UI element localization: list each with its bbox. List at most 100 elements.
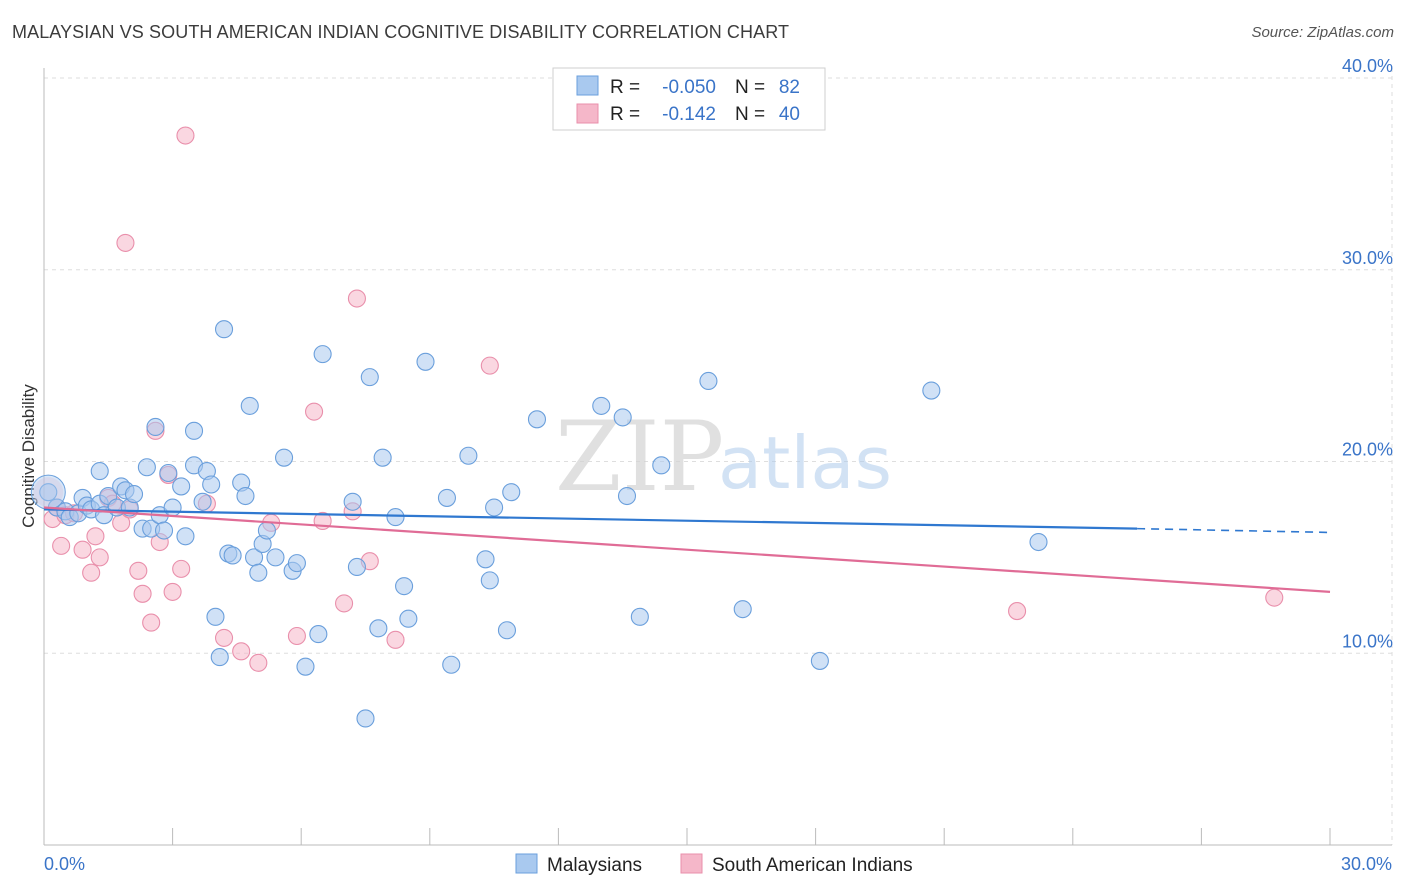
data-point bbox=[133, 584, 152, 603]
data-point bbox=[360, 368, 379, 387]
data-point bbox=[154, 521, 174, 540]
data-point bbox=[193, 492, 212, 511]
data-point bbox=[266, 548, 285, 567]
data-point bbox=[163, 498, 182, 517]
data-point bbox=[309, 625, 328, 644]
legend-r-label-1: R = bbox=[610, 77, 640, 98]
data-point bbox=[347, 557, 366, 577]
data-point bbox=[459, 446, 478, 465]
data-point bbox=[476, 550, 495, 569]
bottom-legend: Malaysians South American Indians bbox=[515, 853, 913, 876]
data-point bbox=[86, 527, 105, 546]
data-point bbox=[172, 559, 191, 578]
data-point bbox=[176, 126, 195, 145]
legend-n-value-1: 82 bbox=[779, 77, 800, 98]
legend-n-label-1: N = bbox=[735, 77, 765, 98]
x-tick-label-min: 0.0% bbox=[44, 854, 85, 874]
data-point bbox=[437, 488, 456, 507]
y-tick-label: 10.0% bbox=[1342, 631, 1393, 651]
data-point bbox=[335, 594, 354, 613]
data-point bbox=[373, 448, 392, 467]
data-point bbox=[386, 630, 405, 649]
trend-line-malaysians-extension bbox=[1137, 527, 1331, 534]
data-point bbox=[275, 448, 294, 467]
x-tick-label-max: 30.0% bbox=[1341, 854, 1392, 874]
data-point bbox=[116, 233, 135, 252]
data-point bbox=[232, 642, 251, 661]
data-point bbox=[52, 536, 71, 555]
data-point bbox=[159, 463, 178, 483]
bottom-legend-swatch-malaysians bbox=[515, 853, 538, 874]
data-point bbox=[416, 352, 435, 371]
legend-n-value-2: 40 bbox=[779, 104, 800, 125]
data-point bbox=[617, 486, 637, 506]
data-point bbox=[90, 462, 109, 481]
series-malaysians bbox=[30, 320, 1048, 728]
data-point-large bbox=[30, 474, 66, 510]
data-point bbox=[129, 561, 148, 580]
bottom-legend-malaysians: Malaysians bbox=[547, 855, 642, 876]
data-point bbox=[356, 709, 375, 728]
data-point bbox=[214, 320, 234, 339]
data-point bbox=[124, 485, 144, 504]
legend: R = -0.050 N = 82 R = -0.142 N = 40 bbox=[552, 67, 826, 131]
data-point bbox=[163, 582, 182, 601]
data-point bbox=[497, 621, 517, 640]
legend-swatch-blue bbox=[576, 75, 599, 96]
data-point bbox=[305, 402, 324, 421]
legend-r-value-1: -0.050 bbox=[662, 77, 716, 98]
trend-line-south-american-indians bbox=[43, 506, 1331, 593]
data-point bbox=[480, 356, 499, 375]
data-point bbox=[399, 609, 418, 628]
data-point bbox=[527, 410, 547, 429]
data-point bbox=[287, 626, 306, 646]
data-point bbox=[1265, 588, 1284, 607]
data-point bbox=[630, 607, 649, 626]
data-point bbox=[214, 628, 234, 647]
data-point bbox=[369, 619, 388, 638]
data-point bbox=[810, 651, 829, 670]
data-point bbox=[1008, 602, 1027, 621]
chart-title: MALAYSIAN VS SOUTH AMERICAN INDIAN COGNI… bbox=[12, 22, 790, 42]
data-point bbox=[480, 571, 499, 590]
data-point bbox=[223, 546, 242, 565]
legend-r-label-2: R = bbox=[610, 104, 640, 125]
y-tick-label: 20.0% bbox=[1342, 440, 1393, 460]
data-point bbox=[39, 483, 58, 502]
data-point bbox=[442, 655, 461, 674]
data-point bbox=[502, 483, 521, 502]
data-point bbox=[206, 607, 225, 626]
data-point bbox=[485, 498, 504, 517]
y-tick-label: 30.0% bbox=[1342, 248, 1393, 268]
data-point bbox=[210, 648, 229, 667]
gridlines bbox=[44, 68, 1393, 845]
data-point bbox=[90, 548, 109, 567]
data-point bbox=[176, 527, 195, 546]
watermark-zip: ZIP bbox=[555, 401, 724, 513]
legend-n-label-2: N = bbox=[735, 104, 765, 125]
data-point bbox=[257, 521, 276, 540]
data-point bbox=[184, 421, 204, 440]
data-point bbox=[296, 657, 315, 676]
data-point bbox=[137, 458, 156, 477]
data-point bbox=[236, 486, 255, 506]
y-tick-label: 40.0% bbox=[1342, 56, 1393, 76]
trend-line-malaysians bbox=[43, 508, 1138, 530]
data-point bbox=[699, 371, 718, 391]
data-point bbox=[240, 396, 259, 415]
watermark: ZIP atlas bbox=[555, 401, 892, 513]
bottom-legend-swatch-south-american-indians bbox=[680, 853, 703, 874]
legend-r-value-2: -0.142 bbox=[662, 104, 716, 125]
data-point bbox=[733, 600, 752, 619]
data-point bbox=[652, 456, 671, 475]
data-point bbox=[249, 563, 268, 582]
bottom-legend-south-american-indians: South American Indians bbox=[712, 855, 913, 876]
data-point bbox=[313, 345, 332, 364]
watermark-atlas: atlas bbox=[718, 421, 892, 505]
data-point bbox=[73, 540, 92, 559]
data-point bbox=[202, 475, 221, 494]
legend-swatch-pink bbox=[576, 103, 599, 124]
y-axis-label: Cognitive Disability bbox=[19, 384, 38, 528]
data-point bbox=[347, 289, 366, 308]
